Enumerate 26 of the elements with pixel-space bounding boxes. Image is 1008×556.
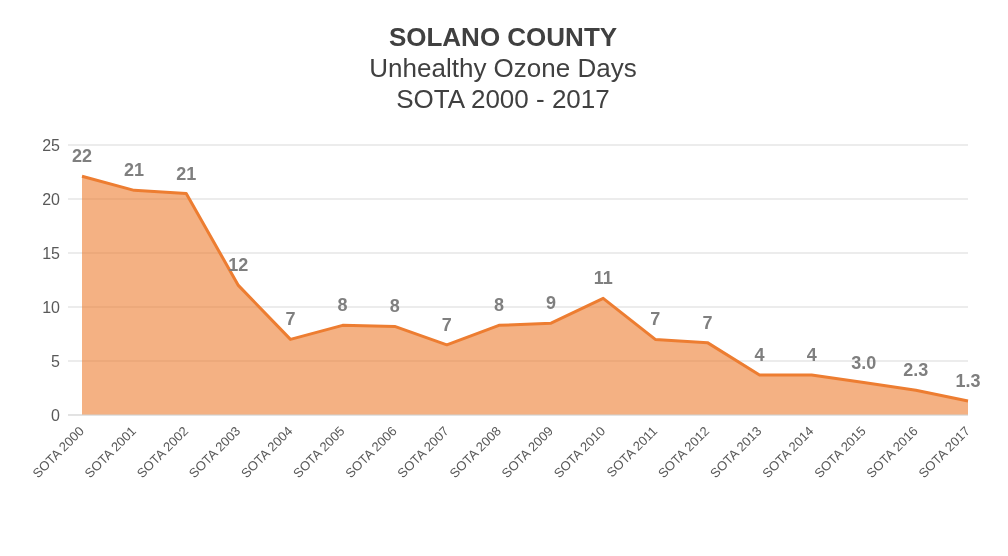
data-label: 7 xyxy=(650,309,661,330)
data-label: 7 xyxy=(441,314,452,335)
data-label: 2.3 xyxy=(903,360,929,381)
data-label: 21 xyxy=(176,163,197,184)
data-label: 7 xyxy=(702,312,713,333)
y-tick-label: 20 xyxy=(42,190,61,208)
data-label: 8 xyxy=(337,295,348,316)
chart-subtitle: Unhealthy Ozone Days SOTA 2000 - 2017 xyxy=(368,53,638,115)
data-label: 11 xyxy=(593,268,613,289)
data-label: 8 xyxy=(493,295,504,316)
chart-title: SOLANO COUNTY xyxy=(387,22,619,53)
data-label: 8 xyxy=(389,296,400,317)
data-label: 22 xyxy=(71,146,93,167)
data-label: 12 xyxy=(228,255,249,276)
y-tick-label: 10 xyxy=(42,298,61,316)
data-label: 21 xyxy=(124,160,145,181)
data-label: 1.3 xyxy=(955,370,981,391)
data-label: 4 xyxy=(806,345,817,366)
y-tick-label: 15 xyxy=(42,244,61,262)
data-label: 3.0 xyxy=(851,352,877,373)
y-tick-label: 25 xyxy=(42,136,61,154)
data-label: 4 xyxy=(754,345,765,366)
data-label: 9 xyxy=(546,293,557,314)
data-label: 7 xyxy=(285,309,296,330)
y-tick-label: 5 xyxy=(51,352,61,370)
y-tick-label: 0 xyxy=(51,406,61,424)
